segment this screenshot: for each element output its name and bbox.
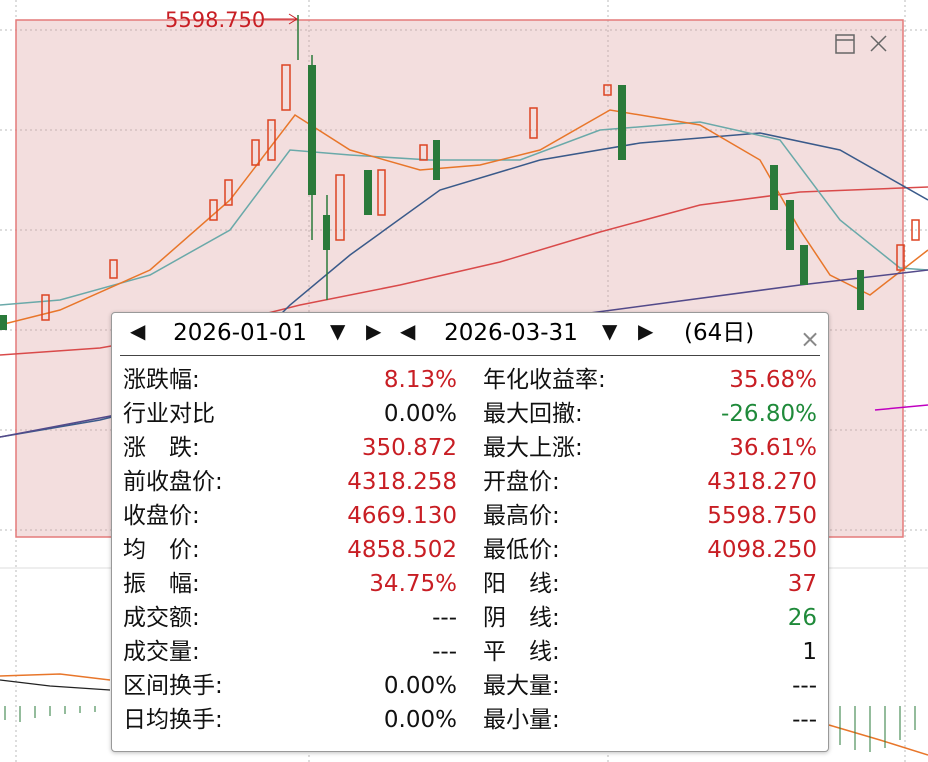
stat-label: 前收盘价:: [123, 469, 223, 495]
end-dropdown[interactable]: ▼: [602, 319, 618, 343]
stat-label: 开盘价:: [483, 469, 560, 495]
stat-label: 均 价:: [123, 537, 200, 563]
window-icons: [835, 34, 887, 54]
stat-value: 37: [787, 571, 817, 597]
peak-label: 5598.750: [165, 8, 265, 32]
stat-label: 振 幅:: [123, 571, 200, 597]
stat-value: 4669.130: [347, 503, 457, 529]
next-end[interactable]: ▶: [638, 319, 654, 343]
stat-value: 4318.270: [707, 469, 817, 495]
stat-value: ---: [792, 707, 817, 733]
stat-value: 35.68%: [729, 367, 817, 393]
stat-value: 1: [802, 639, 817, 665]
stat-value: 34.75%: [369, 571, 457, 597]
stat-label: 最大上涨:: [483, 435, 583, 461]
stat-value: ---: [792, 673, 817, 699]
lower-indicator: [0, 673, 928, 756]
stat-label: 最低价:: [483, 537, 560, 563]
stat-label: 收盘价:: [123, 503, 200, 529]
peak-arrow-head: [288, 13, 298, 25]
close-button[interactable]: ×: [800, 325, 821, 353]
stat-label: 日均换手:: [123, 707, 223, 733]
stat-value: 8.13%: [383, 367, 457, 393]
stat-label: 行业对比: [123, 401, 215, 427]
prev-end[interactable]: ◀: [400, 319, 416, 343]
separator: [120, 355, 820, 356]
start-dropdown[interactable]: ▼: [330, 319, 346, 343]
stat-label: 最高价:: [483, 503, 560, 529]
stat-value: 4318.258: [347, 469, 457, 495]
stat-value: ---: [432, 605, 457, 631]
stat-label: 涨 跌:: [123, 435, 200, 461]
next-start[interactable]: ▶: [366, 319, 382, 343]
day-count: (64日): [684, 317, 764, 349]
stat-value: 36.61%: [729, 435, 817, 461]
stat-value: 350.872: [361, 435, 457, 461]
stat-label: 区间换手:: [123, 673, 223, 699]
start-date[interactable]: 2026-01-01: [160, 317, 320, 349]
stat-label: 涨跌幅:: [123, 367, 200, 393]
stat-value: 5598.750: [707, 503, 817, 529]
stat-value: 4098.250: [707, 537, 817, 563]
stat-value: 0.00%: [383, 707, 457, 733]
candles: [0, 15, 920, 330]
stat-label: 阳 线:: [483, 571, 560, 597]
stat-value: 0.00%: [383, 673, 457, 699]
stat-label: 最大量:: [483, 673, 560, 699]
stat-value: 26: [787, 605, 817, 631]
stat-value: 4858.502: [347, 537, 457, 563]
stat-label: 年化收益率:: [483, 367, 606, 393]
stat-value: ---: [432, 639, 457, 665]
prev-start[interactable]: ◀: [130, 319, 146, 343]
end-date[interactable]: 2026-03-31: [430, 317, 592, 349]
stat-label: 最小量:: [483, 707, 560, 733]
stat-label: 最大回撤:: [483, 401, 583, 427]
stat-label: 平 线:: [483, 639, 560, 665]
interval-stats-popup: ◀ 2026-01-01 ▼ ▶ ◀ 2026-03-31 ▼ ▶ (64日) …: [111, 312, 829, 752]
stat-label: 阴 线:: [483, 605, 560, 631]
stat-label: 成交量:: [123, 639, 200, 665]
stat-label: 成交额:: [123, 605, 200, 631]
stat-value: -26.80%: [721, 401, 817, 427]
stat-value: 0.00%: [383, 401, 457, 427]
